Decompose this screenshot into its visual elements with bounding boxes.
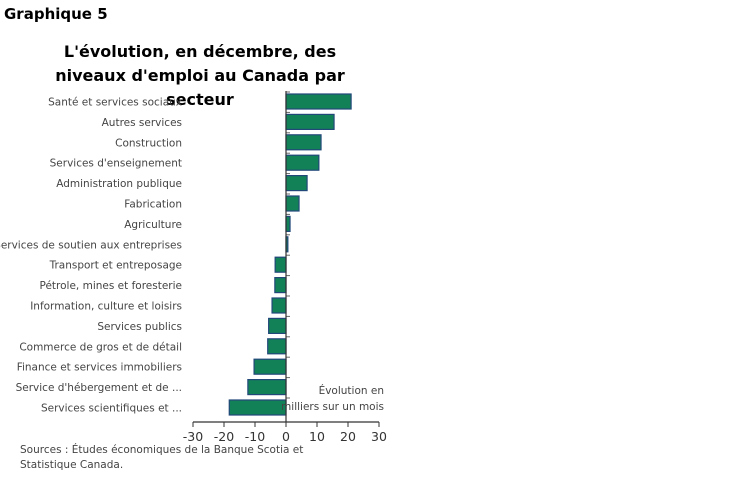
- bar: [285, 195, 300, 212]
- category-label: Services publics: [97, 321, 182, 333]
- category-label: Construction: [115, 137, 182, 149]
- bar: [274, 256, 287, 273]
- x-tick-label: -30: [183, 429, 203, 444]
- x-tick-label: -20: [214, 429, 234, 444]
- category-label: Services de soutien aux entreprises: [0, 239, 182, 251]
- bar: [285, 113, 335, 131]
- annotation-line-1: Évolution en: [319, 384, 384, 397]
- category-label: Services scientifiques et ...: [41, 403, 182, 415]
- x-tick-label: 10: [309, 429, 325, 444]
- x-tick-label: 20: [340, 429, 356, 444]
- chart-title: L'évolution, en décembre, des niveaux d'…: [55, 42, 345, 109]
- x-tick-label: 0: [282, 429, 290, 444]
- category-label: Santé et services sociaux: [48, 97, 182, 109]
- category-label: Transport et entreposage: [49, 260, 182, 272]
- bar: [285, 154, 320, 171]
- category-label: Administration publique: [56, 178, 182, 190]
- bar: [285, 175, 308, 192]
- bar: [228, 399, 287, 416]
- category-label: Pétrole, mines et foresterie: [40, 280, 183, 292]
- category-label: Fabrication: [124, 199, 182, 211]
- x-tick-label: 30: [371, 429, 387, 444]
- bar: [247, 379, 287, 396]
- category-label: Finance et services immobiliers: [17, 362, 182, 374]
- bar: [271, 297, 287, 314]
- bar: [268, 317, 287, 334]
- category-label: Agriculture: [124, 219, 182, 231]
- bar: [253, 358, 287, 375]
- x-tick-label: -10: [245, 429, 265, 444]
- source-note: Sources : Études économiques de la Banqu…: [20, 444, 304, 471]
- category-label: Commerce de gros et de détail: [19, 341, 182, 353]
- bar: [285, 215, 291, 232]
- figure-label: Graphique 5: [4, 5, 108, 23]
- bar: [274, 277, 287, 294]
- annotation-line-2: milliers sur un mois: [281, 401, 384, 413]
- category-label: Autres services: [102, 117, 182, 129]
- category-label: Service d'hébergement et de ...: [16, 382, 182, 394]
- bar: [267, 338, 287, 355]
- category-label: Services d'enseignement: [50, 158, 182, 170]
- bar: [285, 134, 322, 151]
- bar: [285, 93, 352, 110]
- category-label: Information, culture et loisirs: [30, 301, 182, 313]
